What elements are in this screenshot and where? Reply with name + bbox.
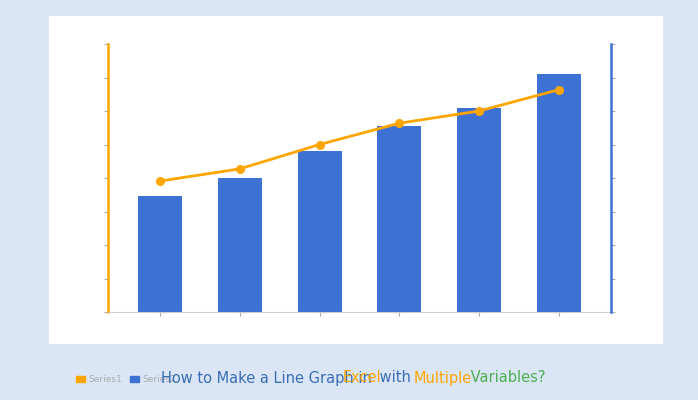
Bar <box>138 196 182 312</box>
Text: Excel: Excel <box>343 370 381 386</box>
Bar <box>457 108 501 312</box>
Bar <box>378 126 422 312</box>
Bar <box>218 178 262 312</box>
FancyBboxPatch shape <box>31 6 681 354</box>
Text: Multiple: Multiple <box>414 370 472 386</box>
Text: with: with <box>375 370 415 386</box>
Bar <box>537 74 581 312</box>
Text: Variables?: Variables? <box>466 370 545 386</box>
Bar <box>297 150 341 312</box>
Legend: Series1, Series2: Series1, Series2 <box>73 372 179 388</box>
Text: How to Make a Line Graph in: How to Make a Line Graph in <box>161 370 376 386</box>
